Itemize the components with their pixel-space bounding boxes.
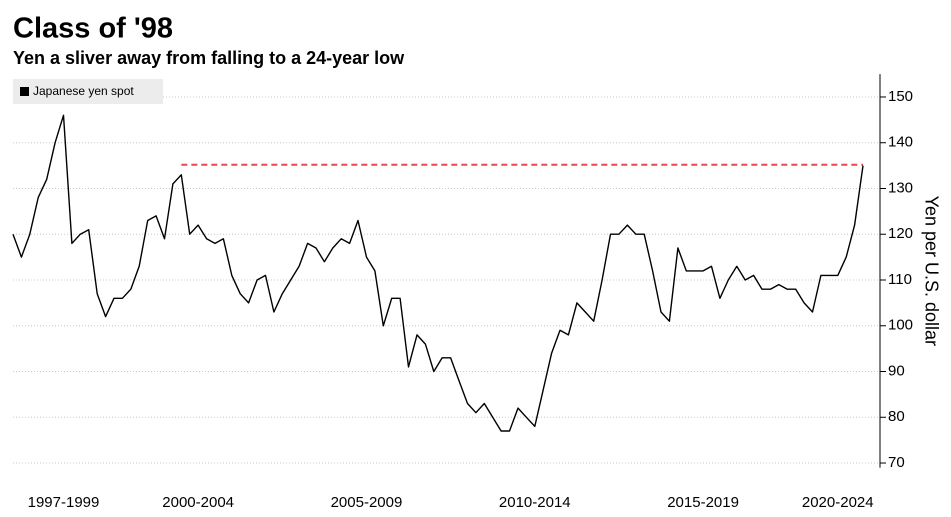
legend-box: [13, 79, 163, 104]
x-tick-label: 1997-1999: [28, 494, 100, 511]
x-tick-label: 2010-2014: [499, 494, 571, 511]
line-series: [12, 114, 864, 432]
y-tick-label: 110: [888, 271, 912, 288]
y-tick-label: 70: [888, 454, 905, 471]
legend-swatch: [20, 87, 29, 96]
legend-label: Japanese yen spot: [33, 84, 134, 98]
x-tick-label: 2005-2009: [331, 494, 403, 511]
chart-subtitle: Yen a sliver away from falling to a 24-y…: [13, 48, 405, 68]
x-tick-label: 2000-2004: [162, 494, 234, 511]
chart-title: Class of '98: [13, 13, 173, 45]
y-tick-label: 90: [888, 362, 905, 379]
x-tick-label: 2015-2019: [667, 494, 739, 511]
y-tick-label: 140: [888, 134, 913, 151]
y-tick-label: 130: [888, 179, 913, 196]
y-tick-label: 150: [888, 88, 913, 105]
y-tick-label: 80: [888, 408, 905, 425]
legend: Japanese yen spot: [13, 79, 163, 104]
x-tick-label: 2020-2024: [802, 494, 874, 511]
y-axis-label: Yen per U.S. dollar: [921, 196, 941, 346]
y-tick-label: 100: [888, 317, 913, 334]
y-tick-label: 120: [888, 225, 913, 242]
